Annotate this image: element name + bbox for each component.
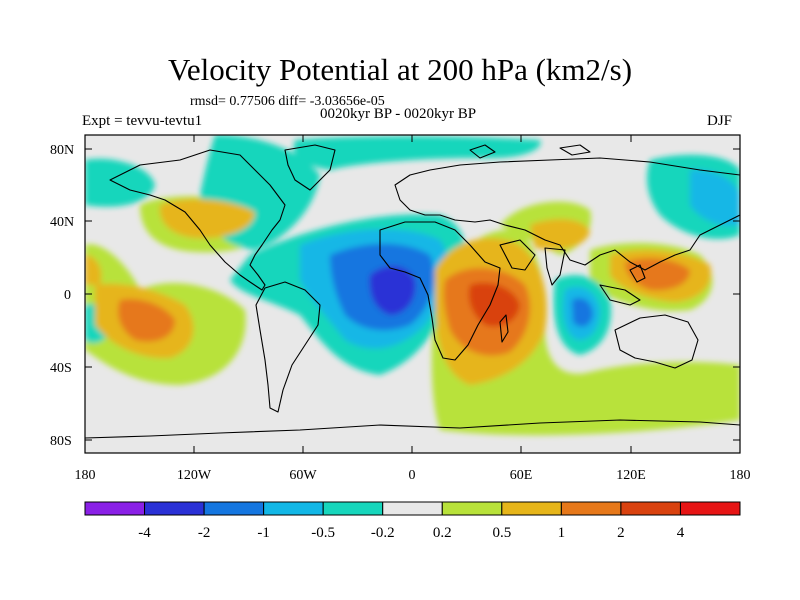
experiment-label: Expt = tevvu-tevtu1 bbox=[82, 113, 203, 129]
colorbar-label: 1 bbox=[558, 525, 566, 541]
lat-label-40s: 40S bbox=[50, 361, 72, 376]
colorbar-label: -1 bbox=[257, 525, 270, 541]
colorbar: -4 -2 -1 -0.5 -0.2 0.2 0.5 1 2 4 bbox=[84, 501, 741, 541]
colorbar-label: 0.5 bbox=[492, 525, 511, 541]
period-line: 0020kyr BP - 0020kyr BP bbox=[320, 106, 477, 122]
stats-line: rmsd= 0.77506 diff= -3.03656e-05 bbox=[190, 94, 385, 109]
lon-label-120w: 120W bbox=[177, 468, 212, 483]
lat-axis: 80N 40N 0 40S 80S bbox=[50, 143, 740, 449]
map-title: Velocity Potential at 200 hPa (km2/s) bbox=[167, 52, 633, 87]
coastlines bbox=[85, 144, 740, 439]
colorbar-label: 4 bbox=[677, 525, 685, 541]
lat-label-80n: 80N bbox=[50, 143, 74, 158]
colorbar-label: -0.2 bbox=[371, 525, 395, 541]
colorbar-swatch bbox=[84, 501, 146, 516]
lon-label-180w: 180 bbox=[75, 468, 96, 483]
colorbar-swatch bbox=[263, 501, 324, 516]
lon-label-60w: 60W bbox=[289, 468, 317, 483]
colorbar-label: -0.5 bbox=[311, 525, 335, 541]
colorbar-swatch bbox=[382, 501, 443, 516]
colorbar-label: -2 bbox=[198, 525, 211, 541]
lon-label-0: 0 bbox=[409, 468, 416, 483]
velocity-potential-field bbox=[85, 135, 740, 453]
colorbar-swatch bbox=[203, 501, 265, 516]
lat-label-40n: 40N bbox=[50, 215, 74, 230]
colorbar-swatch bbox=[144, 501, 205, 516]
colorbar-swatch bbox=[679, 501, 741, 516]
lon-label-60e: 60E bbox=[510, 468, 533, 483]
colorbar-swatch bbox=[620, 501, 681, 516]
colorbar-label: 0.2 bbox=[433, 525, 452, 541]
lon-label-180e: 180 bbox=[730, 468, 751, 483]
lon-label-120e: 120E bbox=[616, 468, 646, 483]
colorbar-label: 2 bbox=[617, 525, 625, 541]
lon-axis: 180 120W 60W 0 60E 120E 180 bbox=[75, 135, 751, 483]
lat-label-0: 0 bbox=[64, 288, 71, 303]
colorbar-swatch bbox=[501, 501, 562, 516]
colorbar-swatch bbox=[322, 501, 384, 516]
colorbar-swatch bbox=[560, 501, 622, 516]
season-label: DJF bbox=[707, 113, 733, 129]
colorbar-swatch bbox=[441, 501, 503, 516]
colorbar-label: -4 bbox=[138, 525, 151, 541]
lat-label-80s: 80S bbox=[50, 434, 72, 449]
